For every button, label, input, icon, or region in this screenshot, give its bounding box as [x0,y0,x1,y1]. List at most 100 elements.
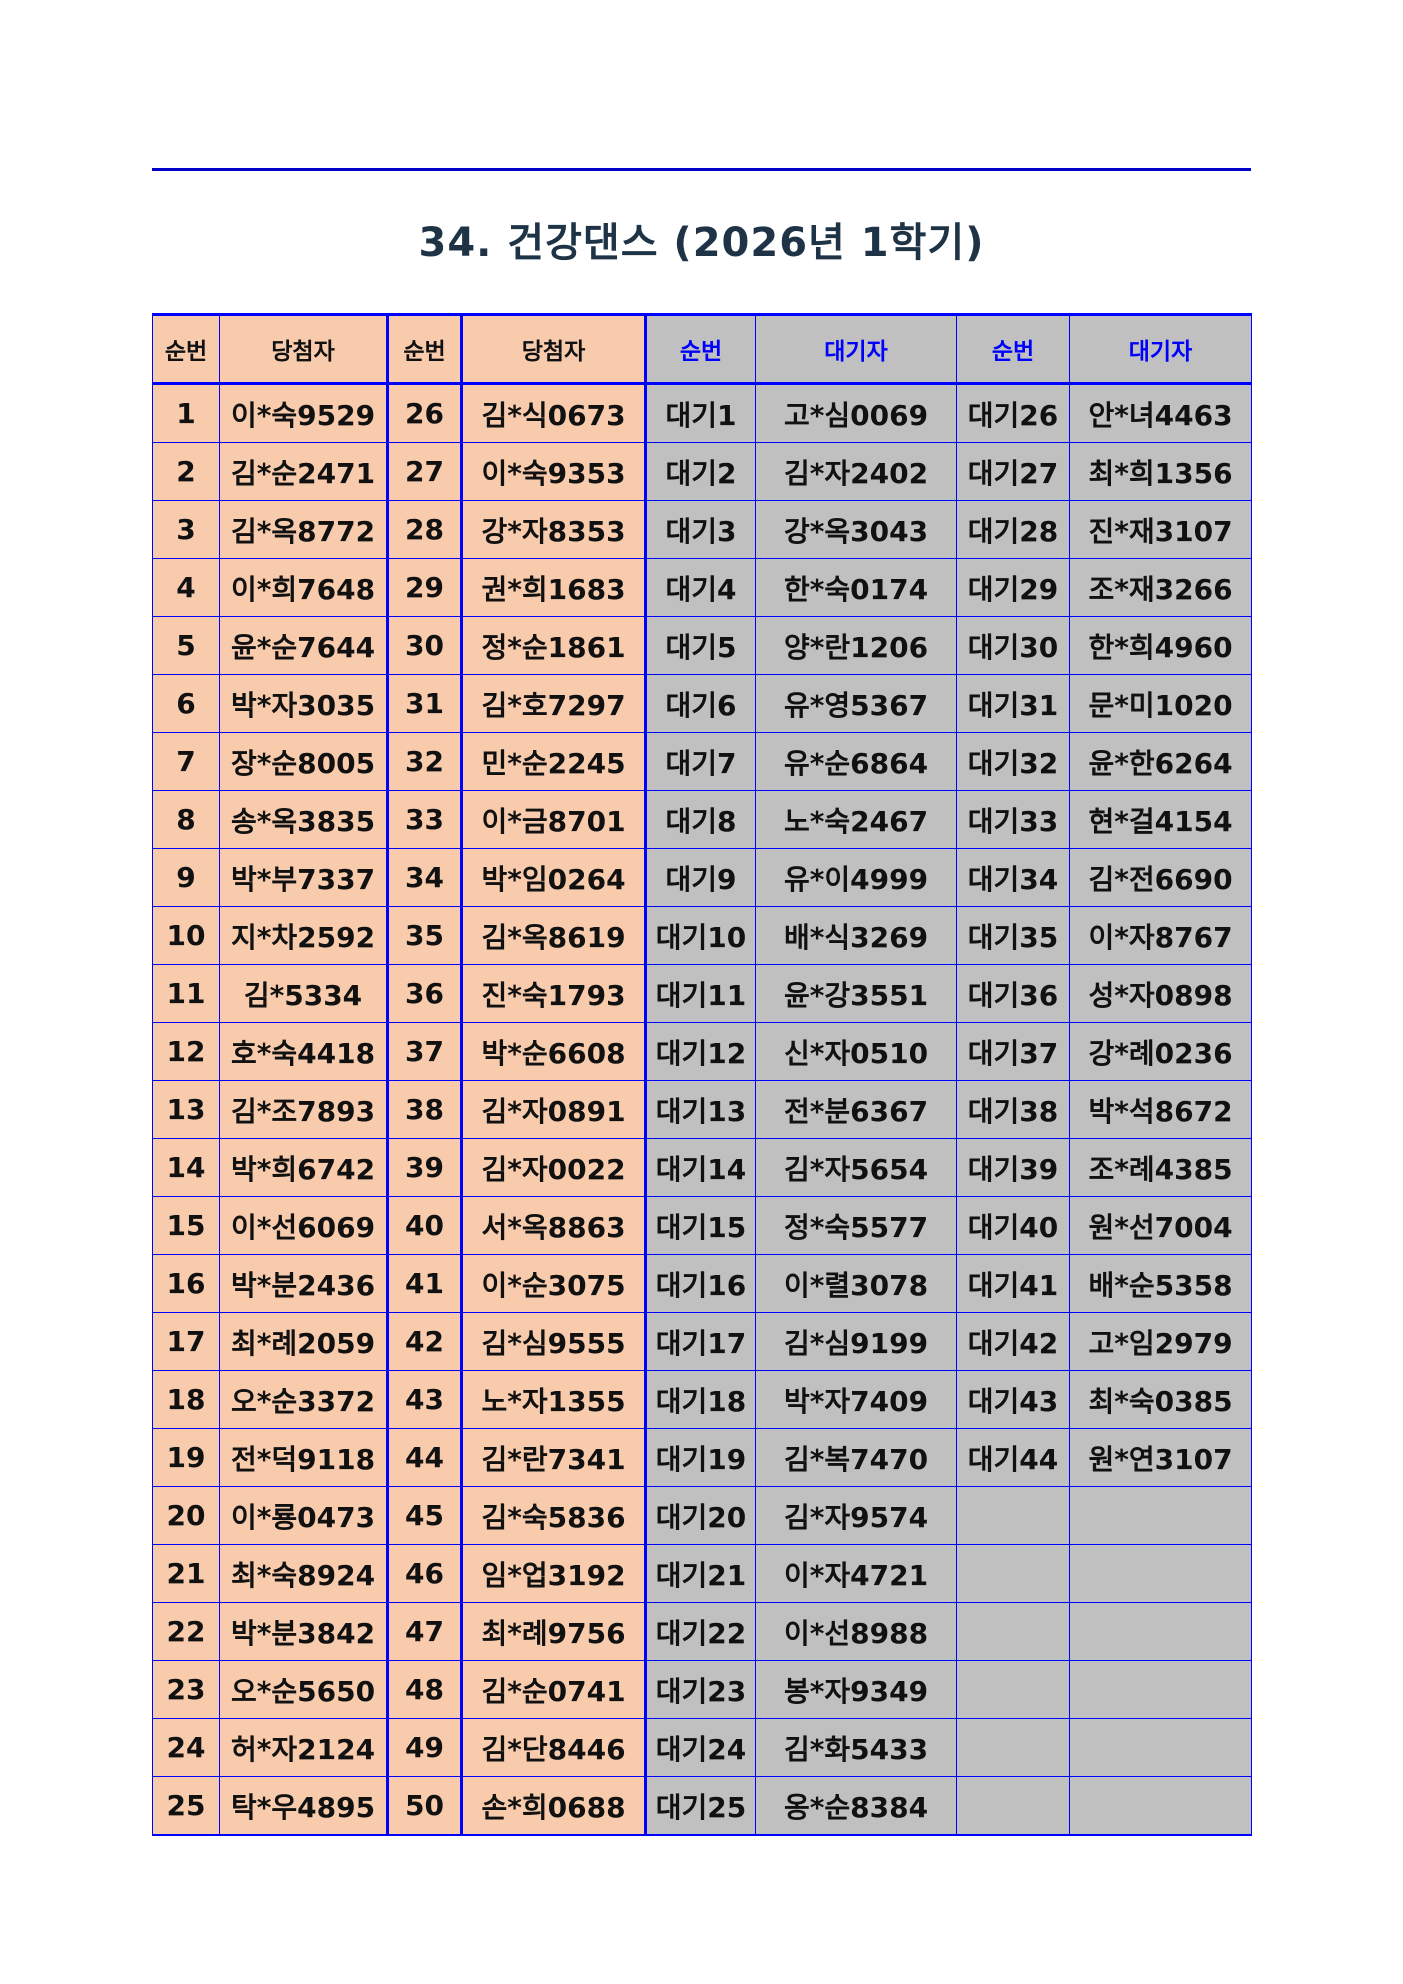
table-row: 3 김*옥8772 28 강*자8353 대기3 강*옥3043 대기28 진*재3107 [152,500,1252,559]
table-row: 22 박*분3842 47 최*례9756 대기22 이*선8988 [152,1602,1252,1661]
winner-name: 탁*우4895 [219,1776,388,1836]
waitlist-number [956,1718,1070,1777]
waitlist-number: 대기28 [956,500,1070,559]
waitlist-number: 대기8 [644,790,756,849]
waitlist-name: 김*자2402 [755,442,957,501]
winner-name: 박*순6608 [460,1022,646,1081]
header-number: 순번 [152,314,220,384]
waitlist-number [956,1544,1070,1603]
winner-name: 김*심9555 [460,1312,646,1371]
winner-name: 최*숙8924 [219,1544,388,1603]
table-row: 7 장*순8005 32 민*순2245 대기7 유*순6864 대기32 윤*한6264 [152,732,1252,791]
table-row: 13 김*조7893 38 김*자0891 대기13 전*분6367 대기38 박*석8672 [152,1080,1252,1139]
waitlist-number: 대기17 [644,1312,756,1371]
winner-number: 20 [152,1486,220,1545]
winner-number: 27 [386,442,462,501]
header-number: 순번 [956,314,1070,384]
winner-name: 윤*순7644 [219,616,388,675]
waitlist-number: 대기4 [644,558,756,617]
waitlist-name: 신*자0510 [755,1022,957,1081]
winner-name: 이*순3075 [460,1254,646,1313]
waitlist-name: 윤*강3551 [755,964,957,1023]
waitlist-name: 고*임2979 [1069,1312,1252,1371]
waitlist-number: 대기5 [644,616,756,675]
winner-number: 37 [386,1022,462,1081]
winner-name: 허*자2124 [219,1718,388,1777]
waitlist-number: 대기37 [956,1022,1070,1081]
winner-name: 전*덕9118 [219,1428,388,1487]
waitlist-number: 대기22 [644,1602,756,1661]
winner-name: 박*자3035 [219,674,388,733]
waitlist-name: 한*희4960 [1069,616,1252,675]
lottery-results-table: 순번 당첨자 순번 당첨자 순번 대기자 순번 대기자 1 이*숙9529 26 김*… [152,313,1252,1836]
waitlist-name [1069,1776,1252,1836]
winner-name: 김*자0891 [460,1080,646,1139]
waitlist-number: 대기30 [956,616,1070,675]
winner-name: 박*임0264 [460,848,646,907]
winner-name: 최*례9756 [460,1602,646,1661]
waitlist-number: 대기44 [956,1428,1070,1487]
winner-number: 40 [386,1196,462,1255]
waitlist-number: 대기36 [956,964,1070,1023]
waitlist-name: 이*자4721 [755,1544,957,1603]
winner-number: 36 [386,964,462,1023]
winner-name: 지*차2592 [219,906,388,965]
winner-number: 32 [386,732,462,791]
waitlist-name: 이*렬3078 [755,1254,957,1313]
waitlist-number: 대기40 [956,1196,1070,1255]
table-header-row: 순번 당첨자 순번 당첨자 순번 대기자 순번 대기자 [152,314,1252,384]
waitlist-number: 대기43 [956,1370,1070,1429]
waitlist-name: 성*자0898 [1069,964,1252,1023]
header-winner: 당첨자 [460,314,646,384]
winner-number: 3 [152,500,220,559]
waitlist-number [956,1776,1070,1836]
winner-name: 송*옥3835 [219,790,388,849]
winner-name: 진*숙1793 [460,964,646,1023]
waitlist-name: 유*순6864 [755,732,957,791]
winner-number: 28 [386,500,462,559]
top-divider [152,168,1251,171]
winner-number: 29 [386,558,462,617]
table-row: 23 오*순5650 48 김*순0741 대기23 봉*자9349 [152,1660,1252,1719]
table-row: 16 박*분2436 41 이*순3075 대기16 이*렬3078 대기41 배*순5358 [152,1254,1252,1313]
winner-name: 김*옥8772 [219,500,388,559]
winner-number: 38 [386,1080,462,1139]
waitlist-name: 이*자8767 [1069,906,1252,965]
waitlist-name: 유*영5367 [755,674,957,733]
header-waitlist: 대기자 [755,314,957,384]
waitlist-name: 양*란1206 [755,616,957,675]
table-row: 14 박*희6742 39 김*자0022 대기14 김*자5654 대기39 조*례4385 [152,1138,1252,1197]
winner-name: 김*란7341 [460,1428,646,1487]
waitlist-name: 현*걸4154 [1069,790,1252,849]
winner-number: 15 [152,1196,220,1255]
winner-number: 50 [386,1776,462,1836]
winner-name: 이*금8701 [460,790,646,849]
waitlist-name: 정*숙5577 [755,1196,957,1255]
header-number: 순번 [386,314,462,384]
waitlist-name: 원*선7004 [1069,1196,1252,1255]
winner-number: 24 [152,1718,220,1777]
waitlist-name: 조*례4385 [1069,1138,1252,1197]
waitlist-number: 대기41 [956,1254,1070,1313]
page-title: 34. 건강댄스 (2026년 1학기) [418,220,985,266]
winner-number: 8 [152,790,220,849]
waitlist-number: 대기23 [644,1660,756,1719]
waitlist-name [1069,1544,1252,1603]
waitlist-name: 진*재3107 [1069,500,1252,559]
waitlist-number [956,1602,1070,1661]
waitlist-number: 대기42 [956,1312,1070,1371]
waitlist-number: 대기3 [644,500,756,559]
waitlist-number: 대기34 [956,848,1070,907]
waitlist-name: 배*순5358 [1069,1254,1252,1313]
winner-name: 김*5334 [219,964,388,1023]
table-row: 8 송*옥3835 33 이*금8701 대기8 노*숙2467 대기33 현*걸4154 [152,790,1252,849]
winner-name: 김*식0673 [460,383,646,443]
winner-name: 호*숙4418 [219,1022,388,1081]
winner-name: 박*부7337 [219,848,388,907]
waitlist-number: 대기38 [956,1080,1070,1139]
winner-name: 이*숙9353 [460,442,646,501]
waitlist-number: 대기1 [644,383,756,443]
winner-number: 44 [386,1428,462,1487]
winner-name: 김*호7297 [460,674,646,733]
table-row: 19 전*덕9118 44 김*란7341 대기19 김*복7470 대기44 원*연3107 [152,1428,1252,1487]
